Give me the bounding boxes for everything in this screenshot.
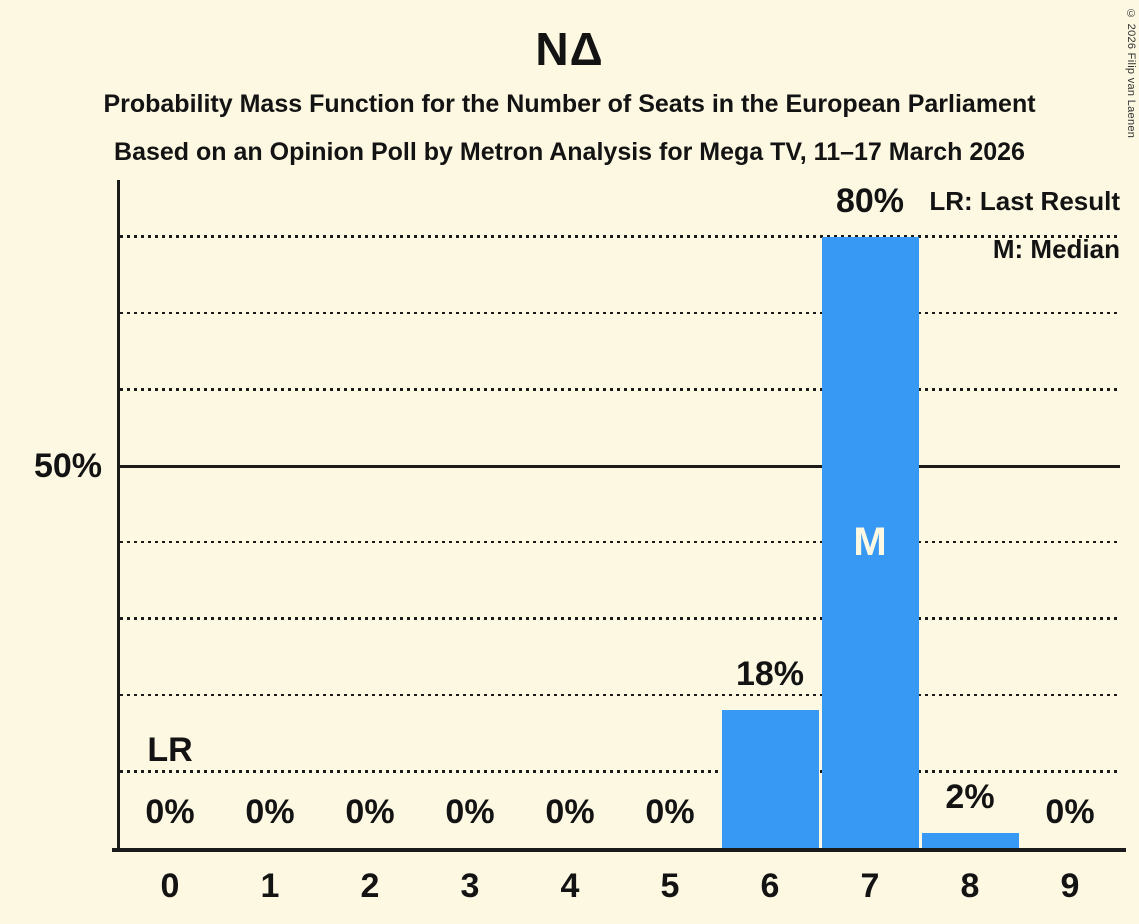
- gridline-dotted-10: [120, 770, 1120, 773]
- chart-subtitle: Probability Mass Function for the Number…: [103, 90, 1036, 118]
- bar-value-label-0: 0%: [145, 793, 195, 831]
- bar-seats-8: [921, 832, 1019, 850]
- gridline-dotted-80: [120, 235, 1120, 238]
- x-axis-label-4: 4: [560, 867, 580, 905]
- bar-value-label-1: 0%: [245, 793, 295, 831]
- x-axis-label-0: 0: [160, 867, 180, 905]
- x-axis-label-8: 8: [960, 867, 980, 905]
- bar-value-label-2: 0%: [345, 793, 395, 831]
- gridline-solid-50: [120, 464, 1120, 468]
- gridline-dotted-70: [120, 311, 1120, 315]
- bar-value-label-3: 0%: [445, 793, 495, 831]
- bar-value-label-7: 80%: [835, 181, 905, 220]
- x-axis-label-3: 3: [460, 867, 480, 905]
- x-axis-label-5: 5: [660, 867, 680, 905]
- y-axis-tick-label: 50%: [33, 447, 102, 485]
- x-axis-line: [112, 848, 1126, 852]
- x-axis-label-6: 6: [760, 867, 780, 905]
- median-marker: M: [853, 520, 887, 565]
- gridline-dotted-20: [120, 693, 1120, 697]
- bar-value-label-4: 0%: [545, 793, 595, 831]
- copyright-note: © 2026 Filip van Laenen: [1125, 8, 1137, 139]
- legend-median: M: Median: [992, 234, 1120, 264]
- x-axis-label-7: 7: [860, 867, 880, 905]
- legend-last-result: LR: Last Result: [929, 186, 1120, 216]
- x-axis-label-9: 9: [1060, 867, 1080, 905]
- x-axis-label-1: 1: [260, 867, 280, 905]
- bar-value-label-9: 0%: [1045, 793, 1095, 831]
- bar-seats-6: [721, 710, 819, 850]
- bar-seats-7: [821, 236, 919, 850]
- chart-title: ΝΔ: [535, 23, 604, 75]
- y-axis-line: [117, 180, 120, 852]
- bar-value-label-5: 0%: [645, 793, 695, 831]
- gridline-dotted-40: [120, 540, 1120, 544]
- bar-value-label-8: 2%: [945, 777, 995, 816]
- gridline-dotted-60: [120, 388, 1120, 391]
- x-axis-label-2: 2: [360, 867, 380, 905]
- chart-source-line: Based on an Opinion Poll by Metron Analy…: [114, 138, 1025, 166]
- bar-value-label-6: 18%: [735, 655, 805, 694]
- gridline-dotted-30: [120, 617, 1120, 620]
- last-result-marker: LR: [147, 730, 193, 769]
